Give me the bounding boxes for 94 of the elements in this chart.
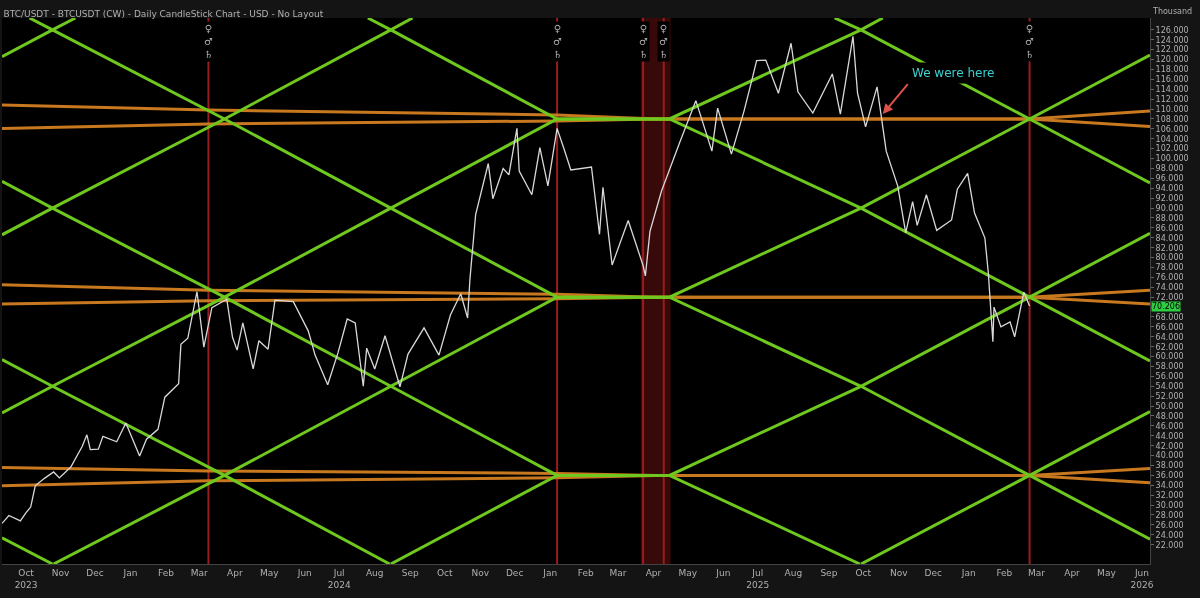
y-tick-label: 58.000: [1155, 362, 1184, 372]
x-tick-label: Mar: [609, 567, 627, 578]
y-tick-label: 64.000: [1155, 332, 1184, 342]
x-tick-label: Mar: [1027, 567, 1046, 578]
y-tick-label: 74.000: [1155, 283, 1184, 293]
chart-title: BTC/USDT - BTCUSDT (CW) - Daily CandleStick Chart - USD - No Layout: [3, 9, 324, 20]
x-tick-label: Dec: [924, 567, 942, 578]
y-tick-label: 42.000: [1155, 441, 1184, 451]
ref-line-label: ♀ ♂ ♄: [659, 23, 668, 60]
y-tick-label: 54.000: [1155, 382, 1184, 392]
y-tick-label: 98.000: [1155, 164, 1184, 174]
annotation: We were here: [912, 66, 995, 80]
y-tick-label: 56.000: [1155, 372, 1184, 382]
x-tick-label: Dec: [505, 567, 524, 578]
y-tick-label: 34.000: [1155, 481, 1184, 491]
y-tick-label: 78.000: [1155, 263, 1184, 273]
y-tick-label: 90.000: [1155, 203, 1184, 213]
y-tick-label: 32.000: [1155, 490, 1184, 500]
y-tick-label: 52.000: [1155, 391, 1184, 401]
x-tick-label: May: [259, 567, 280, 578]
x-tick-label: Apr: [1064, 567, 1081, 578]
annotation: 70.206: [1152, 302, 1180, 311]
x-tick-label: Nov: [890, 567, 909, 578]
x-tick-label: Jul 2024: [327, 567, 351, 590]
y-tick-label: 106.000: [1155, 124, 1189, 134]
y-tick-label: 84.000: [1155, 233, 1184, 243]
x-tick-label: Nov: [471, 567, 490, 578]
x-tick-label: Jan: [960, 567, 976, 578]
y-tick-label: 48.000: [1155, 411, 1184, 421]
x-tick-label: Feb: [996, 567, 1013, 578]
x-tick-label: Feb: [158, 567, 175, 578]
y-tick-label: 94.000: [1155, 184, 1184, 194]
y-tick-label: 96.000: [1155, 174, 1184, 184]
y-tick-label: 80.000: [1155, 253, 1184, 263]
y-tick-label: 100.000: [1155, 154, 1189, 164]
y-tick-label: 122.000: [1155, 45, 1189, 55]
x-tick-label: Jun: [296, 567, 312, 578]
y-tick-label: 76.000: [1155, 273, 1184, 283]
x-tick-label: Sep: [820, 567, 838, 578]
y-tick-label: 40.000: [1155, 451, 1184, 461]
y-tick-label: 72.000: [1155, 292, 1184, 302]
x-tick-label: Apr: [227, 567, 243, 578]
y-tick-label: 116.000: [1155, 75, 1189, 85]
y-tick-label: 66.000: [1155, 322, 1184, 332]
y-tick-label: 82.000: [1155, 243, 1184, 253]
ref-line-label: ♀ ♂ ♄: [204, 23, 213, 60]
y-tick-label: 38.000: [1155, 461, 1184, 471]
y-tick-label: 104.000: [1155, 134, 1189, 144]
y-axis-title: Thousand: [1152, 7, 1193, 16]
y-tick-label: 28.000: [1155, 510, 1184, 520]
x-tick-label: Apr: [645, 567, 662, 578]
x-tick-label: Jan: [542, 567, 558, 578]
y-tick-label: 36.000: [1155, 471, 1184, 481]
ref-line-label: ♀ ♂ ♄: [639, 23, 648, 60]
x-tick-label: Aug: [784, 567, 803, 578]
y-tick-label: 114.000: [1155, 85, 1189, 95]
y-tick-label: 108.000: [1155, 114, 1189, 124]
x-tick-label: Oct: [436, 567, 453, 578]
y-tick-label: 62.000: [1155, 342, 1184, 352]
y-tick-label: 110.000: [1155, 104, 1189, 114]
x-tick-label: Aug: [365, 567, 384, 578]
y-tick-label: 88.000: [1155, 213, 1184, 223]
x-tick-label: Jun: [715, 567, 731, 578]
y-tick-label: 112.000: [1155, 94, 1189, 104]
y-tick-label: 102.000: [1155, 144, 1189, 154]
y-tick-label: 60.000: [1155, 352, 1184, 362]
y-tick-label: 118.000: [1155, 65, 1189, 75]
ref-line-label: ♀ ♂ ♄: [1025, 23, 1034, 60]
y-tick-label: 124.000: [1155, 35, 1189, 45]
y-tick-label: 120.000: [1155, 55, 1189, 65]
y-tick-label: 44.000: [1155, 431, 1184, 441]
ref-line-label: ♀ ♂ ♄: [553, 23, 562, 60]
x-tick-label: Jan: [122, 567, 138, 578]
x-tick-label: Feb: [577, 567, 594, 578]
y-tick-label: 92.000: [1155, 193, 1184, 203]
y-tick-label: 50.000: [1155, 401, 1184, 411]
y-tick-label: 24.000: [1155, 530, 1184, 540]
y-tick-label: 86.000: [1155, 223, 1184, 233]
x-tick-label: Jul 2025: [746, 567, 770, 590]
y-tick-label: 46.000: [1155, 421, 1184, 431]
x-tick-label: Jun 2026: [1130, 567, 1154, 590]
y-tick-label: 126.000: [1155, 25, 1189, 35]
x-tick-label: Oct: [855, 567, 872, 578]
y-tick-label: 22.000: [1155, 540, 1184, 550]
y-tick-label: 26.000: [1155, 520, 1184, 530]
y-tick-label: 68.000: [1155, 312, 1184, 322]
x-tick-label: Nov: [51, 567, 70, 578]
x-tick-label: Dec: [86, 567, 104, 578]
x-tick-label: Oct 2023: [14, 567, 38, 590]
x-tick-label: May: [678, 567, 698, 578]
x-tick-label: May: [1097, 567, 1117, 578]
y-tick-label: 30.000: [1155, 500, 1184, 510]
x-tick-label: Mar: [190, 567, 209, 578]
x-tick-label: Sep: [401, 567, 420, 578]
